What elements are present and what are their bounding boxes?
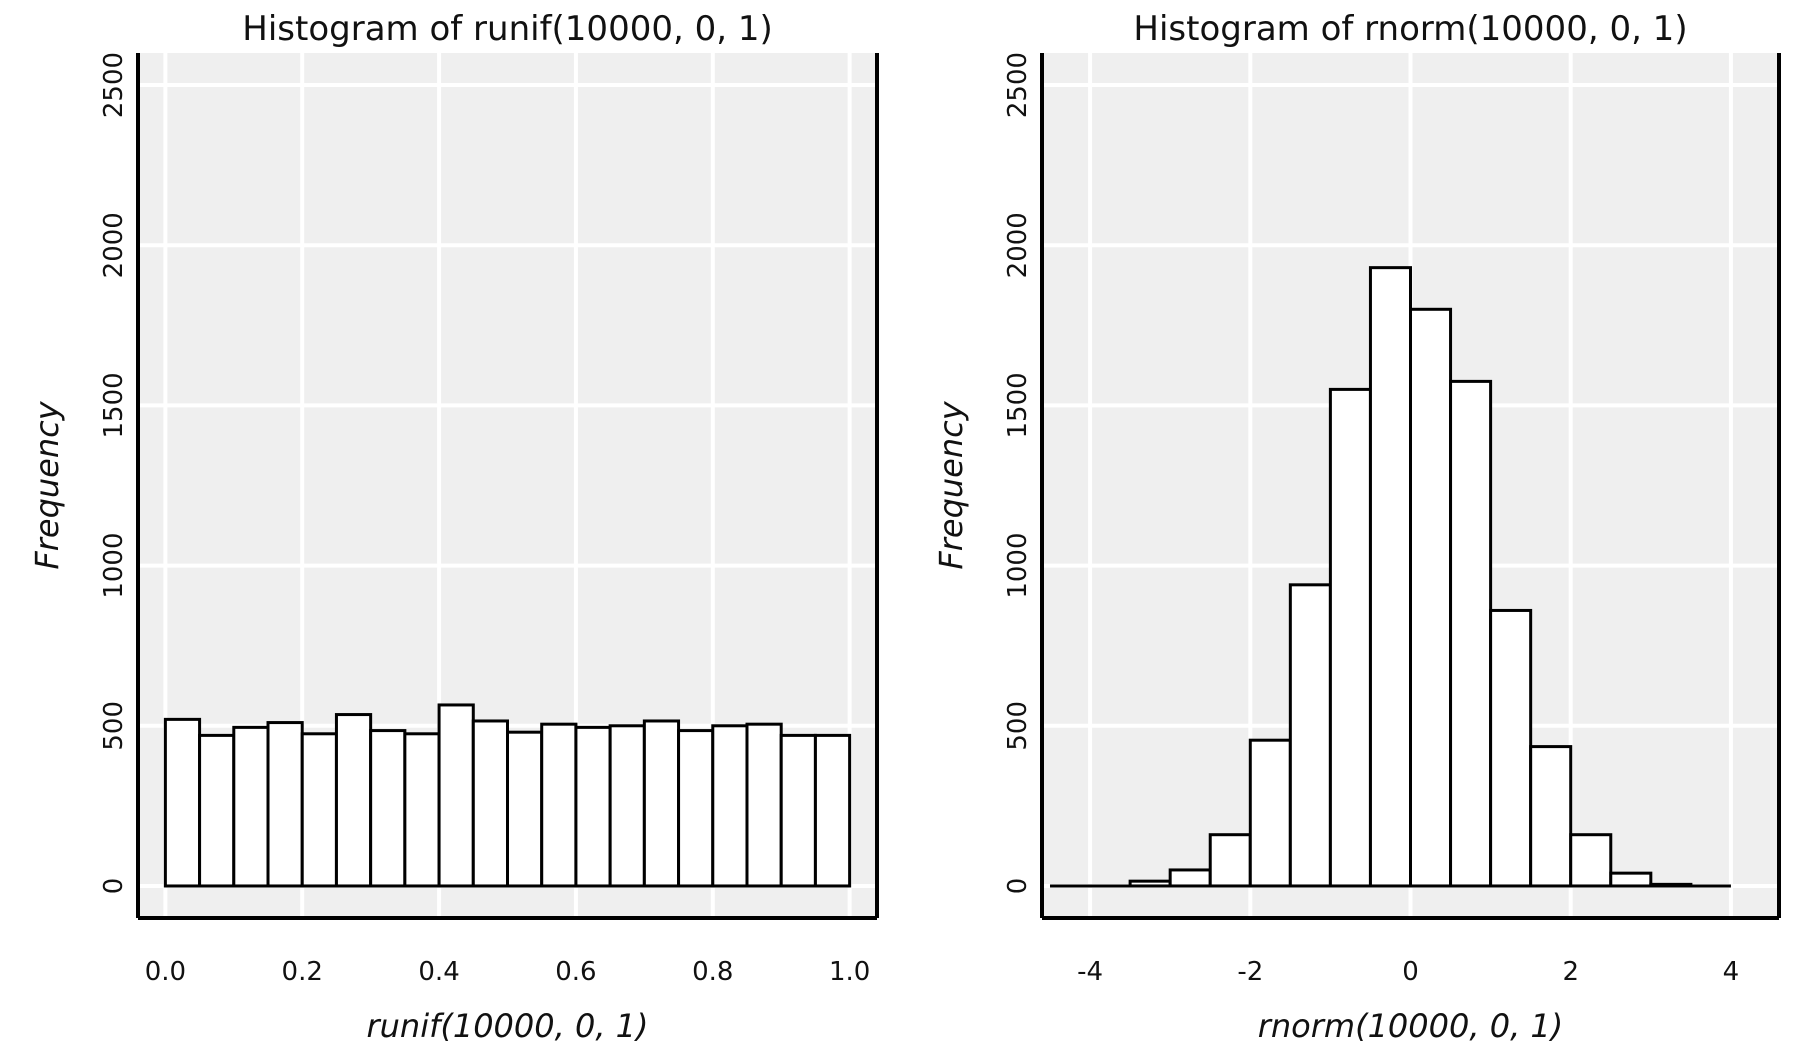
runif-histogram-bar: [813, 733, 852, 888]
rnorm-histogram-bar: [1529, 745, 1573, 888]
runif-y-tick-label: 2500: [99, 52, 129, 118]
runif-histogram-bar: [574, 725, 612, 888]
rnorm-y-axis-label: Frequency: [932, 400, 970, 569]
rnorm-y-tick-label: 2000: [1003, 212, 1033, 278]
runif-histogram-bar: [334, 713, 373, 888]
runif-y-tick-label: 500: [99, 701, 129, 751]
runif-histogram-bar: [642, 719, 681, 888]
rnorm-x-tick-label: 0: [1402, 957, 1419, 987]
runif-histogram-bar: [232, 725, 270, 888]
runif-histogram-bar: [540, 722, 578, 888]
rnorm-histogram-bar: [1288, 583, 1332, 888]
runif-y-axis-label: Frequency: [28, 400, 66, 569]
rnorm-y-tick-label: 1500: [1003, 372, 1033, 438]
runif-histogram-bar: [608, 724, 646, 888]
runif-y-tick-label: 2000: [99, 212, 129, 278]
runif-histogram-bar: [163, 717, 202, 888]
rnorm-histogram-bar: [1248, 738, 1292, 888]
runif-x-tick-label: 1.0: [829, 957, 870, 987]
runif-histogram-bar: [745, 722, 783, 888]
runif-x-tick-label: 0.4: [418, 957, 459, 987]
rnorm-x-tick-label: -4: [1077, 957, 1103, 987]
rnorm-histogram-bar: [1449, 379, 1493, 888]
rnorm-chart-title: Histogram of rnorm(10000, 0, 1): [1133, 9, 1687, 49]
runif-y-tick-label: 1500: [99, 372, 129, 438]
rnorm-histogram-bar: [1168, 868, 1212, 888]
rnorm-histogram-bar: [1489, 608, 1533, 888]
rnorm-histogram-bar: [1569, 833, 1613, 888]
rnorm-histogram-bar: [1409, 307, 1453, 888]
runif-y-tick-label: 0: [99, 878, 129, 895]
rnorm-y-tick-label: 2500: [1003, 52, 1033, 118]
runif-histogram-bar: [403, 732, 441, 888]
rnorm-histogram-bar: [1609, 871, 1653, 888]
runif-x-tick-label: 0.2: [282, 957, 323, 987]
runif-y-tick-label: 1000: [99, 533, 129, 599]
rnorm-histogram-bar: [1208, 833, 1252, 888]
rnorm-y-tick-label: 1000: [1003, 533, 1033, 599]
runif-histogram-bar: [471, 719, 510, 888]
runif-x-tick-label: 0.6: [555, 957, 596, 987]
runif-x-axis-label: runif(10000, 0, 1): [366, 1007, 648, 1045]
rnorm-x-tick-label: -2: [1237, 957, 1263, 987]
runif-histogram-bar: [369, 729, 407, 888]
rnorm-histogram-bar: [1649, 882, 1693, 888]
rnorm-histogram-bar: [1328, 387, 1372, 888]
runif-histogram-bar: [711, 724, 749, 888]
rnorm-histogram-panel: Histogram of rnorm(10000, 0, 1) rnorm(10…: [932, 9, 1781, 1045]
runif-histogram-panel: Histogram of runif(10000, 0, 1) runif(10…: [28, 9, 879, 1045]
runif-chart-title: Histogram of runif(10000, 0, 1): [242, 9, 772, 49]
rnorm-x-tick-label: 2: [1562, 957, 1579, 987]
runif-histogram-bar: [506, 730, 544, 888]
runif-histogram-bar: [779, 733, 817, 888]
runif-histogram-bar: [677, 729, 715, 888]
rnorm-histogram-bar: [1368, 266, 1413, 888]
runif-x-tick-label: 0.8: [692, 957, 733, 987]
rnorm-x-axis-label: rnorm(10000, 0, 1): [1258, 1007, 1564, 1045]
rnorm-histogram-bar: [1128, 879, 1172, 888]
runif-x-tick-label: 0.0: [145, 957, 186, 987]
runif-histogram-bar: [300, 732, 338, 888]
rnorm-y-tick-label: 0: [1003, 878, 1033, 895]
runif-histogram-bar: [198, 733, 236, 888]
runif-histogram-bar: [266, 721, 304, 888]
rnorm-y-tick-label: 500: [1003, 701, 1033, 751]
rnorm-x-tick-label: 4: [1723, 957, 1740, 987]
runif-histogram-bar: [437, 703, 475, 888]
